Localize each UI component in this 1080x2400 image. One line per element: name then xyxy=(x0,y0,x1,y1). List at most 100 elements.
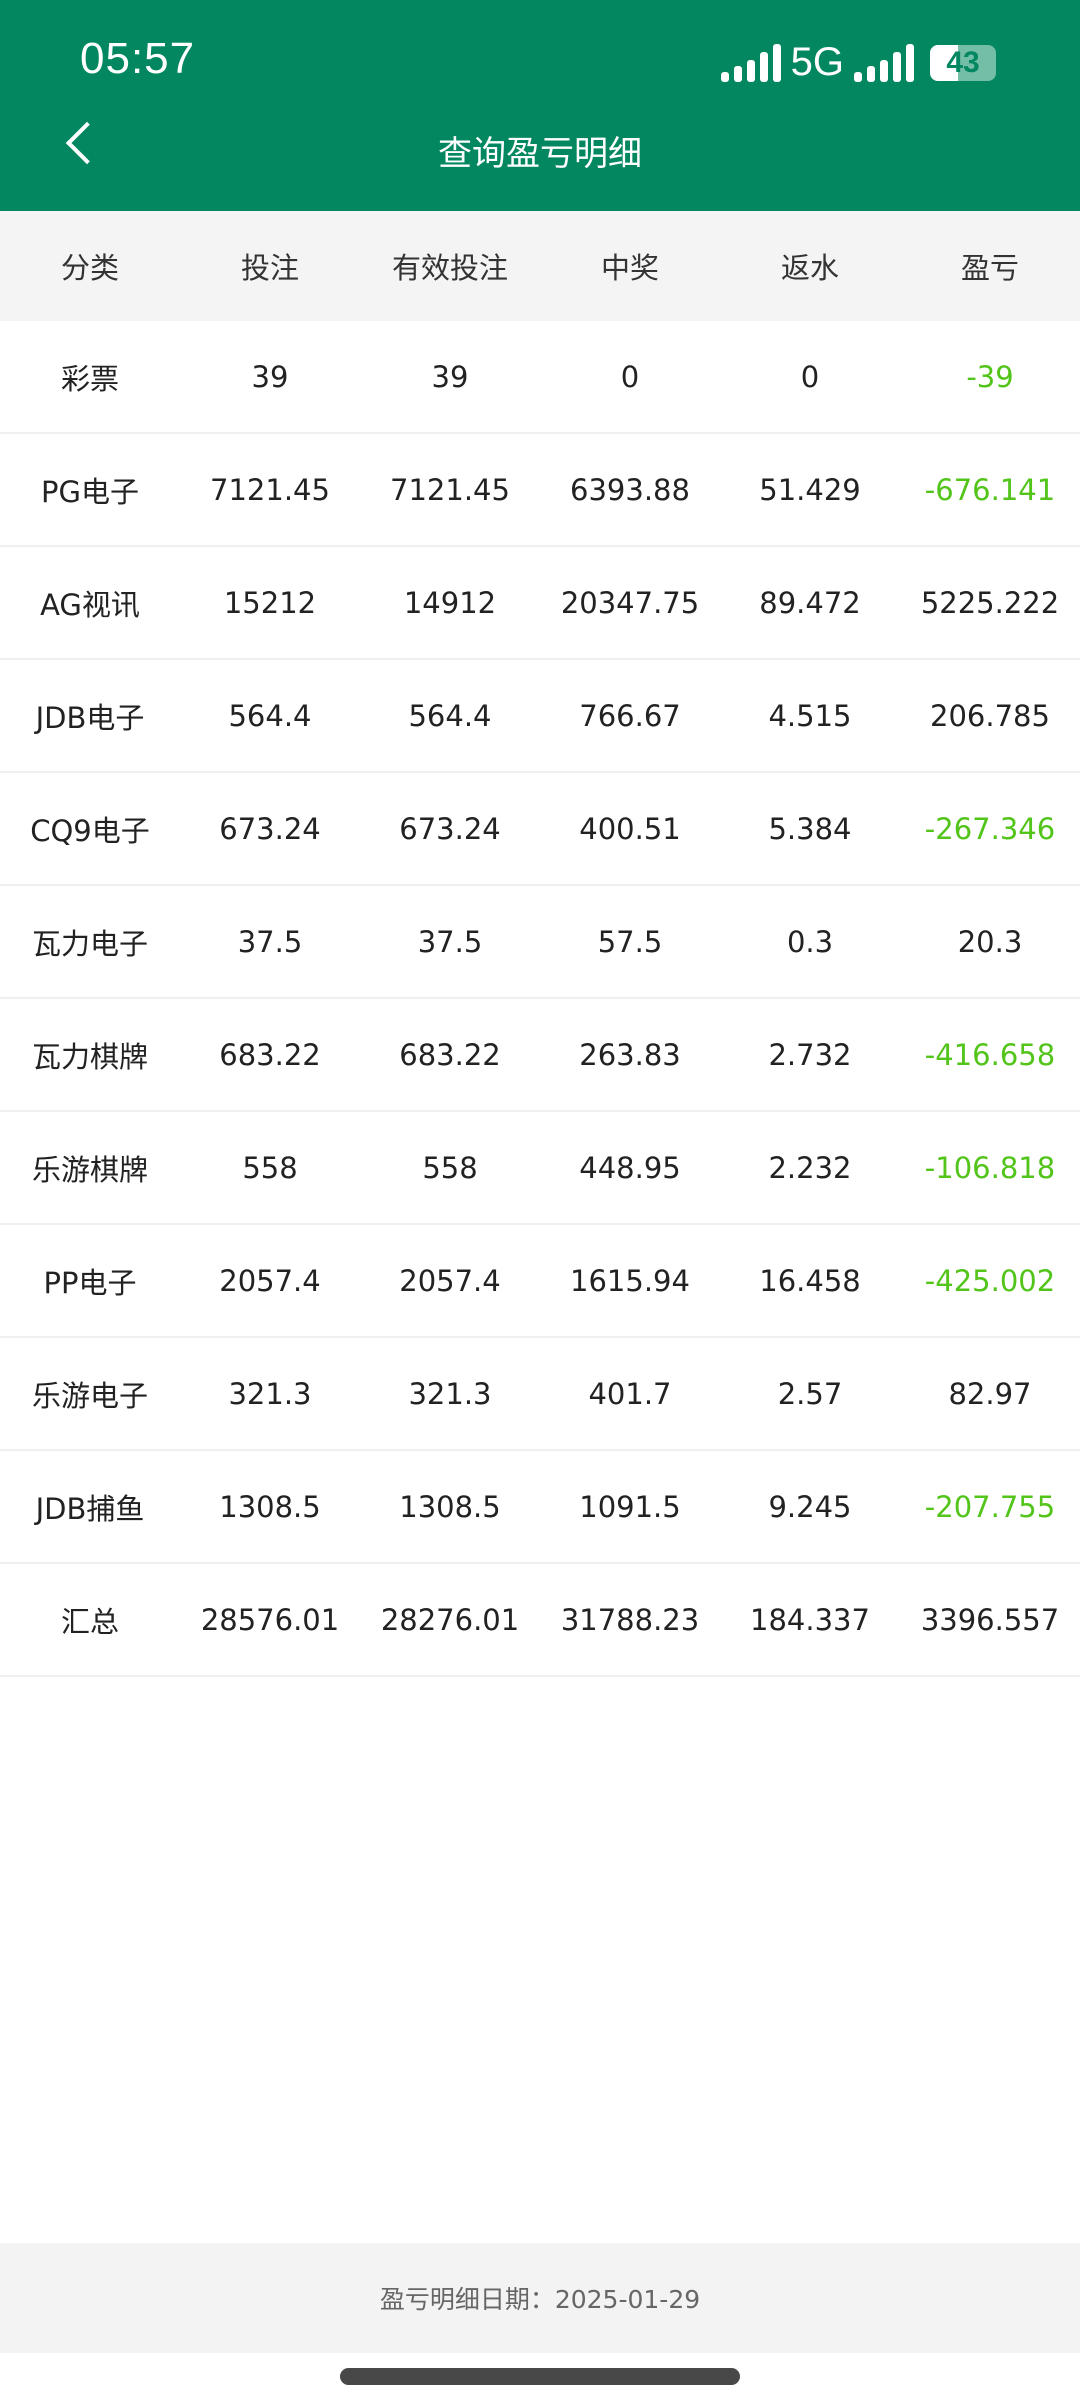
column-header-bet: 投注 xyxy=(240,251,299,285)
cell-category: AG视讯 xyxy=(40,587,140,622)
table-row: 瓦力电子 37.5 37.5 57.5 0.3 20.3 xyxy=(0,886,1080,999)
cell-category: PP电子 xyxy=(43,1265,137,1300)
table-row: CQ9电子 673.24 673.24 400.51 5.384 -267.346 xyxy=(0,773,1080,886)
cell-rebate: 5.384 xyxy=(768,811,852,846)
table-row: AG视讯 15212 14912 20347.75 89.472 5225.222 xyxy=(0,547,1080,660)
column-header-category: 分类 xyxy=(60,251,119,285)
cell-bet: 564.4 xyxy=(228,698,312,733)
cell-rebate: 2.57 xyxy=(777,1376,843,1411)
cell-rebate: 2.232 xyxy=(768,1150,852,1185)
cell-rebate: 89.472 xyxy=(759,585,861,620)
table-row: 彩票 39 39 0 0 -39 xyxy=(0,321,1080,434)
cell-profit-loss: 5225.222 xyxy=(920,585,1060,620)
cell-bet: 2057.4 xyxy=(219,1263,321,1298)
cell-category: 汇总 xyxy=(60,1604,119,1639)
column-header-rebate: 返水 xyxy=(780,251,839,285)
cell-rebate: 16.458 xyxy=(759,1263,861,1298)
column-header-valid-bet: 有效投注 xyxy=(391,251,508,285)
cell-category: 乐游棋牌 xyxy=(31,1152,148,1187)
cell-bet: 558 xyxy=(242,1150,298,1185)
page-title: 查询盈亏明细 xyxy=(438,134,642,174)
table-row: PG电子 7121.45 7121.45 6393.88 51.429 -676.141 xyxy=(0,434,1080,547)
signal-icon-2 xyxy=(854,43,914,82)
cell-valid-bet: 7121.45 xyxy=(390,472,510,507)
table-body: 彩票 39 39 0 0 -39 PG电子 7121.45 7121.45 6393.88 51.4… xyxy=(0,321,1080,1677)
cell-win: 263.83 xyxy=(579,1037,681,1072)
cell-bet: 321.3 xyxy=(228,1376,312,1411)
cell-bet: 28576.01 xyxy=(200,1602,340,1637)
network-type: 5G xyxy=(790,40,844,84)
cell-profit-loss: 206.785 xyxy=(930,698,1050,733)
status-icons: 5G 43 xyxy=(720,40,996,85)
cell-profit-loss: 3396.557 xyxy=(920,1602,1060,1637)
signal-icon xyxy=(720,43,781,82)
cell-bet: 15212 xyxy=(223,585,317,620)
cell-win: 6393.88 xyxy=(570,472,690,507)
table-header: 分类 投注 有效投注 中奖 返水 盈亏 xyxy=(0,211,1080,321)
cell-category: 彩票 xyxy=(60,361,119,396)
cell-valid-bet: 673.24 xyxy=(399,811,501,846)
status-time: 05:57 xyxy=(80,34,196,83)
cell-valid-bet: 39 xyxy=(431,359,469,394)
cell-valid-bet: 683.22 xyxy=(399,1037,501,1072)
table-row: 乐游棋牌 558 558 448.95 2.232 -106.818 xyxy=(0,1112,1080,1225)
cell-category: 瓦力电子 xyxy=(31,926,148,961)
cell-rebate: 184.337 xyxy=(750,1602,870,1637)
cell-bet: 673.24 xyxy=(219,811,321,846)
table-row: PP电子 2057.4 2057.4 1615.94 16.458 -425.002 xyxy=(0,1225,1080,1338)
cell-valid-bet: 321.3 xyxy=(408,1376,492,1411)
cell-valid-bet: 564.4 xyxy=(408,698,492,733)
cell-rebate: 9.245 xyxy=(768,1489,852,1524)
cell-profit-loss: -39 xyxy=(966,359,1014,394)
cell-profit-loss: -267.346 xyxy=(924,811,1056,846)
cell-bet: 1308.5 xyxy=(219,1489,321,1524)
cell-win: 400.51 xyxy=(579,811,681,846)
cell-win: 0 xyxy=(620,359,640,394)
cell-category: JDB电子 xyxy=(35,700,145,735)
cell-bet: 37.5 xyxy=(237,924,303,959)
cell-category: JDB捕鱼 xyxy=(35,1491,145,1526)
cell-win: 1615.94 xyxy=(570,1263,690,1298)
cell-valid-bet: 1308.5 xyxy=(399,1489,501,1524)
footer-date: 盈亏明细日期：2025-01-29 xyxy=(0,2243,1080,2353)
cell-profit-loss: -416.658 xyxy=(924,1037,1056,1072)
cell-bet: 39 xyxy=(251,359,289,394)
cell-profit-loss: 82.97 xyxy=(948,1376,1032,1411)
cell-win: 57.5 xyxy=(597,924,663,959)
home-indicator[interactable] xyxy=(340,2368,740,2385)
app-header: 05:57 5G 43 查询盈亏明细 xyxy=(0,0,1080,211)
cell-category: 瓦力棋牌 xyxy=(31,1039,148,1074)
cell-valid-bet: 558 xyxy=(422,1150,478,1185)
column-header-win: 中奖 xyxy=(600,251,659,285)
cell-profit-loss: -106.818 xyxy=(924,1150,1056,1185)
cell-category: PG电子 xyxy=(41,474,139,509)
summary-row: 汇总 28576.01 28276.01 31788.23 184.337 3396.55… xyxy=(0,1564,1080,1677)
cell-rebate: 0.3 xyxy=(786,924,834,959)
cell-profit-loss: 20.3 xyxy=(957,924,1023,959)
battery-level: 43 xyxy=(946,45,980,79)
cell-bet: 683.22 xyxy=(219,1037,321,1072)
cell-win: 401.7 xyxy=(588,1376,672,1411)
cell-valid-bet: 2057.4 xyxy=(399,1263,501,1298)
cell-category: 乐游电子 xyxy=(31,1378,148,1413)
cell-bet: 7121.45 xyxy=(210,472,330,507)
cell-valid-bet: 28276.01 xyxy=(380,1602,520,1637)
cell-win: 448.95 xyxy=(579,1150,681,1185)
cell-valid-bet: 37.5 xyxy=(417,924,483,959)
table-row: JDB电子 564.4 564.4 766.67 4.515 206.785 xyxy=(0,660,1080,773)
battery-icon: 43 xyxy=(930,44,996,81)
table-row: JDB捕鱼 1308.5 1308.5 1091.5 9.245 -207.755 xyxy=(0,1451,1080,1564)
table-row: 瓦力棋牌 683.22 683.22 263.83 2.732 -416.658 xyxy=(0,999,1080,1112)
cell-profit-loss: -676.141 xyxy=(924,472,1056,507)
cell-profit-loss: -425.002 xyxy=(924,1263,1056,1298)
cell-win: 31788.23 xyxy=(560,1602,700,1637)
cell-rebate: 4.515 xyxy=(768,698,852,733)
cell-category: CQ9电子 xyxy=(30,813,150,848)
cell-win: 20347.75 xyxy=(560,585,700,620)
cell-win: 766.67 xyxy=(579,698,681,733)
cell-rebate: 0 xyxy=(800,359,820,394)
cell-rebate: 51.429 xyxy=(759,472,861,507)
table-row: 乐游电子 321.3 321.3 401.7 2.57 82.97 xyxy=(0,1338,1080,1451)
cell-rebate: 2.732 xyxy=(768,1037,852,1072)
column-header-profit-loss: 盈亏 xyxy=(960,251,1019,285)
